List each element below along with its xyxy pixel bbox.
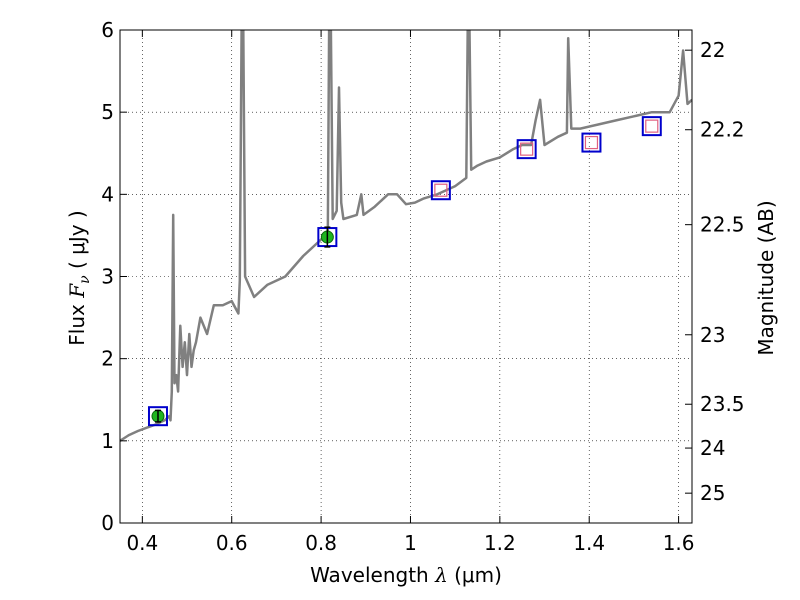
y2-tick-label: 23 [700, 323, 725, 347]
grid [120, 29, 692, 524]
y-tick-label: 5 [101, 100, 114, 124]
y2-tick-label: 22.5 [700, 213, 745, 237]
spectrum-line [120, 30, 692, 442]
model-square-marker [581, 132, 602, 153]
y-tick-label: 6 [101, 18, 114, 42]
photometry-point [317, 226, 338, 248]
x-tick-label: 1.4 [573, 531, 605, 555]
photometry-point [641, 116, 662, 137]
y2-tick-label: 23.5 [700, 392, 745, 416]
plot-frame [119, 29, 693, 524]
spectrum-layer [120, 30, 692, 442]
y2-axis-label: Magnitude (AB) [754, 200, 778, 355]
synthetic-flux-marker [645, 119, 659, 133]
x-tick-label: 1.6 [663, 531, 695, 555]
y2-tick-label: 22.2 [700, 118, 745, 142]
model-square-marker [430, 180, 451, 201]
synthetic-flux-marker [520, 142, 534, 156]
y2-tick-label: 24 [700, 436, 725, 460]
y-tick-label: 3 [101, 265, 114, 289]
photometry-layer [147, 116, 662, 427]
ticks: 0.4 0.6 0.8 1 1.2 1.4 1.601234562222.222.52323… [101, 18, 744, 555]
photometry-point [516, 139, 537, 160]
model-square-marker [147, 406, 168, 427]
x-tick-label: 1 [404, 531, 417, 555]
synthetic-flux-marker [584, 135, 599, 150]
y-tick-label: 0 [101, 511, 114, 535]
y-tick-label: 4 [101, 182, 114, 206]
y-tick-label: 1 [101, 429, 114, 453]
y2-tick-label: 22 [700, 38, 725, 62]
x-tick-label: 0.8 [305, 531, 337, 555]
x-tick-label: 1.2 [484, 531, 516, 555]
y2-tick-label: 25 [700, 481, 725, 505]
x-tick-label: 0.4 [126, 531, 158, 555]
model-square-marker [641, 116, 662, 137]
model-square-marker [516, 139, 537, 160]
x-tick-label: 0.6 [216, 531, 248, 555]
synthetic-flux-marker [434, 183, 448, 197]
y-axis-label: Flux Fν ( μJy ) [65, 210, 93, 345]
x-axis-label: Wavelength λ (μm) [310, 563, 502, 587]
photometry-point [581, 132, 602, 153]
photometry-point [430, 180, 451, 201]
photometry-point [147, 406, 168, 427]
y-tick-label: 2 [101, 347, 114, 371]
